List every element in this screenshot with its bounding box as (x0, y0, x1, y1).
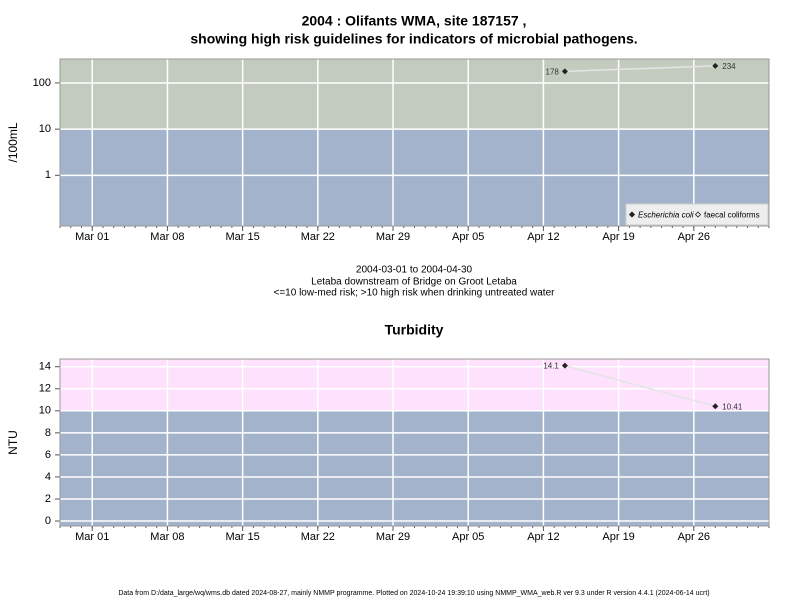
x-tick-label: Apr 19 (602, 231, 634, 243)
data-label: 178 (546, 67, 560, 76)
series-line (564, 65, 716, 73)
x-tick-label: Apr 19 (602, 531, 634, 543)
legend-box (625, 203, 769, 226)
x-tick-label: Mar 08 (150, 531, 184, 543)
x-tick-label: Mar 22 (301, 531, 335, 543)
y-tick-label: 1 (45, 169, 51, 181)
data-point (561, 68, 568, 75)
y-axis-label: NTU (6, 430, 20, 455)
risk-band (60, 410, 769, 526)
x-tick-label: Apr 12 (527, 531, 559, 543)
x-tick-label: Mar 01 (75, 531, 109, 543)
x-tick-label: Apr 12 (527, 231, 559, 243)
data-point (712, 62, 719, 69)
x-tick-label: Apr 26 (678, 231, 710, 243)
y-tick-label: 2 (45, 493, 51, 505)
risk-band (60, 59, 769, 130)
data-point (712, 403, 719, 410)
y-tick-label: 10 (39, 405, 51, 417)
figure-title: 2004 : Olifants WMA, site 187157 , (302, 13, 527, 29)
data-label: 14.1 (543, 362, 559, 371)
chart-title: Turbidity (385, 322, 444, 338)
series-line (564, 364, 716, 408)
caption: 2004-03-01 to 2004-04-30 (356, 265, 473, 276)
y-tick-label: 100 (33, 77, 51, 89)
data-label: 10.41 (722, 402, 743, 411)
y-tick-label: 10 (39, 123, 51, 135)
legend-marker (628, 211, 636, 218)
caption: <=10 low-med risk; >10 high risk when dr… (274, 288, 556, 299)
y-tick-label: 12 (39, 383, 51, 395)
risk-band (60, 359, 769, 411)
x-tick-label: Mar 08 (150, 231, 184, 243)
y-tick-label: 8 (45, 427, 51, 439)
y-tick-label: 0 (45, 515, 51, 527)
figure-title: showing high risk guidelines for indicat… (190, 31, 637, 47)
legend-label: Escherichia coli (638, 211, 694, 220)
data-label: 234 (722, 62, 736, 71)
plot-frame (59, 58, 770, 227)
legend-marker (694, 211, 702, 218)
y-tick-label: 6 (45, 449, 51, 461)
x-tick-label: Mar 22 (301, 231, 335, 243)
data-point (561, 362, 568, 369)
y-tick-label: 4 (45, 471, 51, 483)
x-tick-label: Mar 01 (75, 231, 109, 243)
x-tick-label: Apr 26 (678, 531, 710, 543)
caption: Letaba downstream of Bridge on Groot Let… (311, 277, 517, 288)
y-tick-label: 14 (39, 361, 51, 373)
x-tick-label: Apr 05 (452, 531, 484, 543)
x-tick-label: Mar 15 (225, 231, 259, 243)
plot-frame (59, 358, 770, 527)
x-tick-label: Mar 15 (225, 531, 259, 543)
y-axis-label: /100mL (6, 122, 20, 162)
x-tick-label: Mar 29 (376, 531, 410, 543)
legend-label: faecal coliforms (704, 211, 760, 220)
x-tick-label: Apr 05 (452, 231, 484, 243)
footer: Data from D:/data_large/wq/wms.db dated … (118, 590, 709, 597)
x-tick-label: Mar 29 (376, 231, 410, 243)
